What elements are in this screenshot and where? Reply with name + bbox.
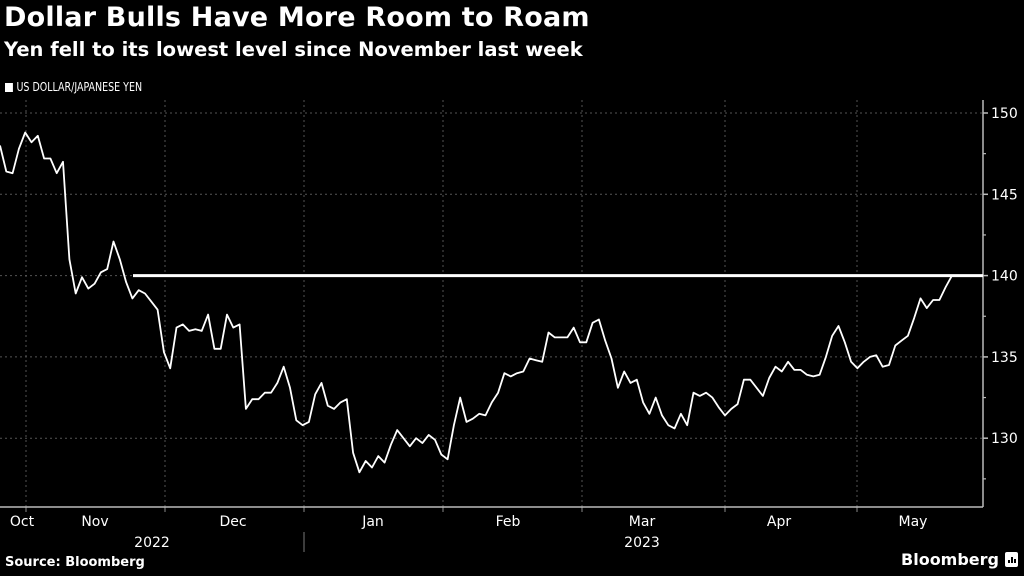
- x-tick-label: Dec: [219, 514, 246, 530]
- x-tick-label: Apr: [767, 514, 791, 530]
- y-tick-label: 145: [991, 187, 1018, 203]
- source-note: Source: Bloomberg: [5, 555, 145, 570]
- chart-subtitle: Yen fell to its lowest level since Novem…: [4, 38, 583, 61]
- x-axis: Oct Nov Dec Jan Feb Mar Apr May 2022 2023: [0, 506, 983, 552]
- y-tick-label: 140: [991, 269, 1018, 285]
- x-tick-label: Oct: [10, 514, 35, 530]
- legend-label: US DOLLAR/JAPANESE YEN: [16, 80, 143, 94]
- bloomberg-chart-logo-icon: [1005, 552, 1018, 567]
- vertical-gridlines: [25, 100, 858, 507]
- x-tick-label: Feb: [496, 514, 521, 530]
- x-tick-label: Mar: [629, 514, 656, 530]
- brand-name: Bloomberg: [901, 550, 999, 569]
- y-tick-label: 135: [991, 350, 1018, 366]
- chart-title: Dollar Bulls Have More Room to Roam: [4, 2, 590, 33]
- x-tick-label: Nov: [81, 514, 108, 530]
- x-year-label: 2022: [134, 535, 170, 551]
- x-tick-label: May: [899, 514, 928, 530]
- legend: US DOLLAR/JAPANESE YEN: [5, 80, 142, 94]
- usdjpy-series-line: [0, 131, 953, 474]
- bloomberg-brand: Bloomberg: [901, 550, 1018, 569]
- x-tick-label: Jan: [361, 514, 384, 530]
- y-tick-label: 150: [991, 106, 1018, 122]
- y-tick-label: 130: [991, 431, 1018, 447]
- y-axis: 130 135 140 145 150: [982, 100, 1018, 507]
- x-year-label: 2023: [624, 535, 660, 551]
- legend-swatch-icon: [5, 82, 13, 92]
